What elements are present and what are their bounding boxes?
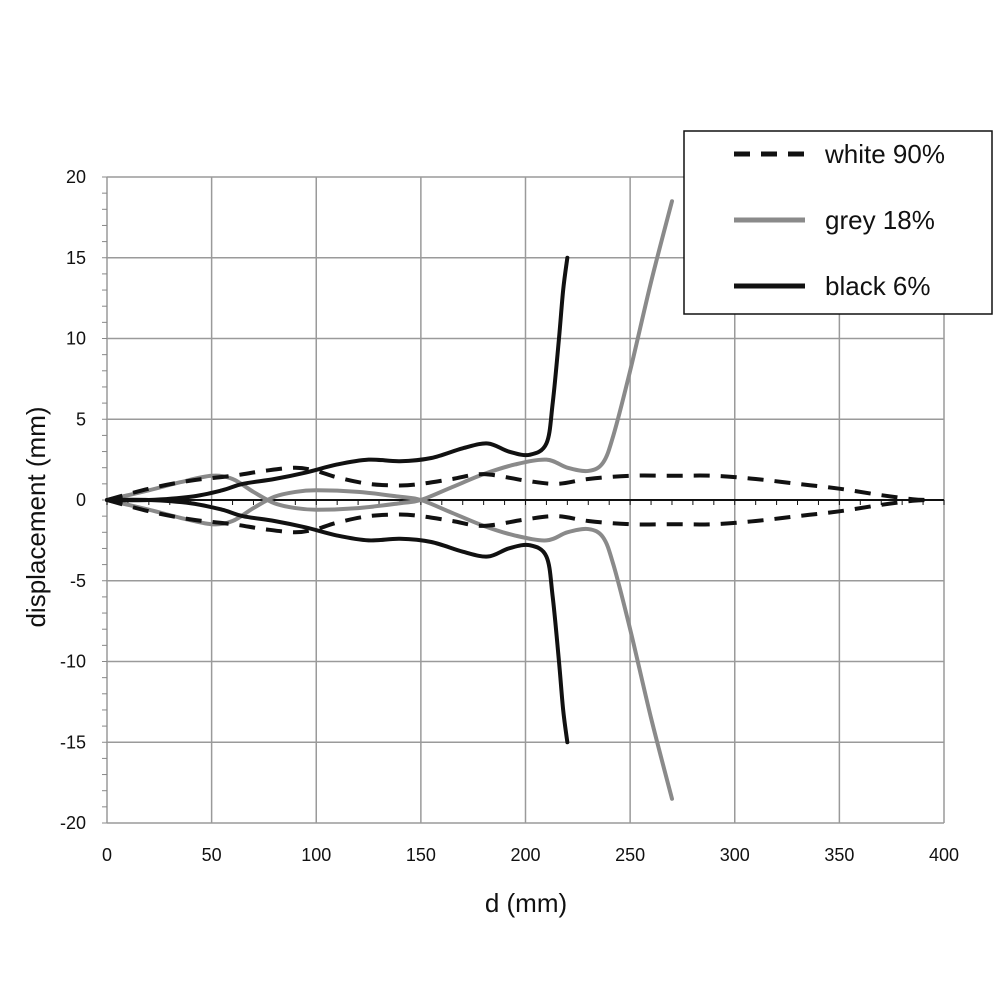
series-line-white-90-	[106, 498, 930, 535]
legend-label: black 6%	[825, 271, 931, 301]
y-tick-label: 5	[76, 409, 86, 429]
y-tick-label: 15	[66, 248, 86, 268]
legend: white 90% grey 18% black 6%	[683, 130, 993, 315]
x-tick-label: 50	[202, 845, 222, 865]
y-tick-label: 10	[66, 329, 86, 349]
x-tick-label: 300	[720, 845, 750, 865]
legend-label: grey 18%	[825, 205, 935, 235]
series-line-white-90-	[106, 465, 930, 502]
series-line-black-6-	[105, 497, 570, 745]
x-tick-label: 0	[102, 845, 112, 865]
x-tick-label: 150	[406, 845, 436, 865]
y-axis-title: displacement (mm)	[21, 406, 51, 627]
y-tick-label: -15	[60, 732, 86, 752]
axes	[102, 176, 945, 824]
x-tick-label: 350	[824, 845, 854, 865]
x-axis-title: d (mm)	[485, 888, 567, 918]
series-line-grey-18-	[105, 199, 674, 512]
x-tick-label: 200	[510, 845, 540, 865]
y-tick-label: -5	[70, 571, 86, 591]
tick-labels: 0 50 100 150 200 250 300 350 400 -20 -15 -10 -5 0 5 10 1…	[60, 167, 959, 865]
y-tick-label: -10	[60, 652, 86, 672]
legend-label: white 90%	[824, 139, 945, 169]
series-line-black-6-	[105, 255, 570, 503]
x-tick-label: 400	[929, 845, 959, 865]
x-tick-label: 250	[615, 845, 645, 865]
y-tick-label: 0	[76, 490, 86, 510]
y-tick-label: 20	[66, 167, 86, 187]
series-line-grey-18-	[105, 488, 674, 801]
series-lines	[105, 199, 930, 801]
y-tick-label: -20	[60, 813, 86, 833]
x-tick-label: 100	[301, 845, 331, 865]
